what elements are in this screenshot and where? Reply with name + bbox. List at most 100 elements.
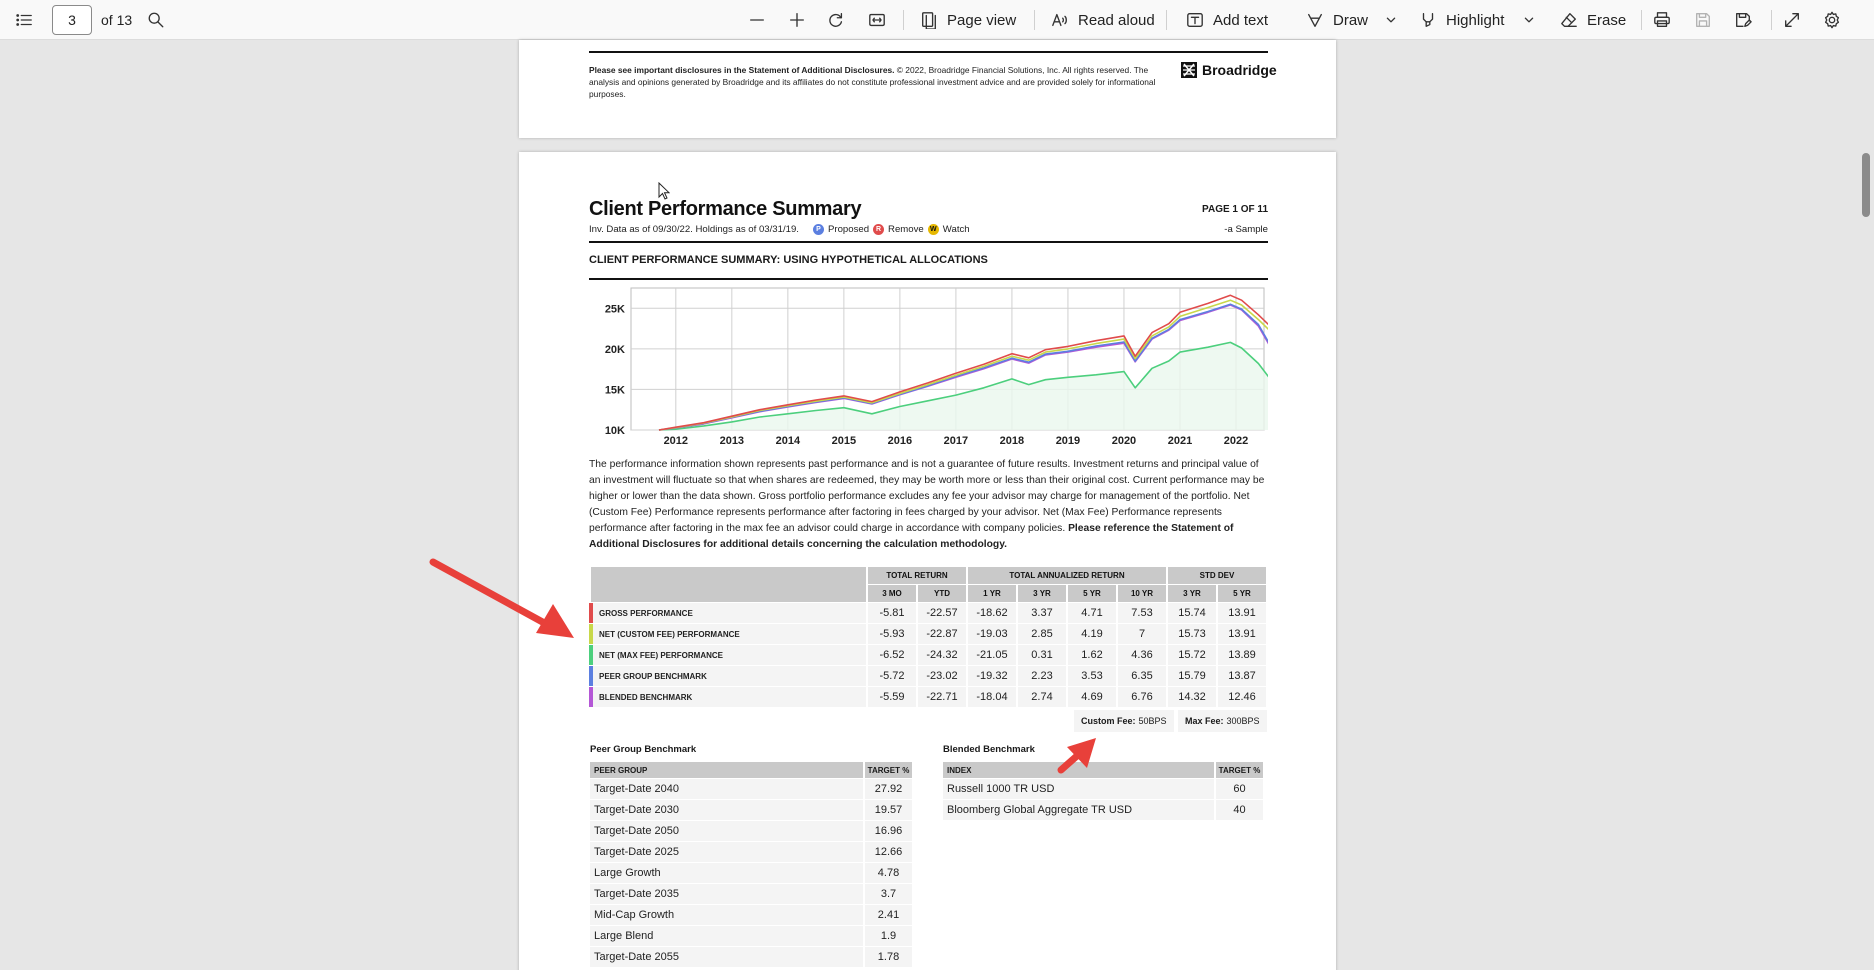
series-line-0: [658, 294, 1268, 431]
section-title: CLIENT PERFORMANCE SUMMARY: USING HYPOTH…: [589, 254, 988, 266]
table-cell: 40: [1216, 800, 1263, 820]
table-cell: 14.32: [1168, 687, 1216, 707]
table-row: Target-Date 2050 16.96: [590, 821, 912, 841]
table-cell: 15.79: [1168, 666, 1216, 686]
gear-icon: [1822, 10, 1842, 30]
peer-group-table: PEER GROUP TARGET % Target-Date 2040 27.9…: [588, 761, 914, 968]
x-tick-label: 2014: [776, 435, 801, 447]
table-cell: Target-Date 2025: [590, 842, 863, 862]
custom-fee-box: Custom Fee: 50BPS: [1074, 710, 1174, 732]
x-tick-label: 2019: [1056, 435, 1080, 447]
page-view-icon: [919, 10, 939, 30]
rotate-button[interactable]: [826, 0, 846, 40]
zoom-in-button[interactable]: [787, 0, 807, 40]
table-row: Target-Date 2040 27.92: [590, 779, 912, 799]
read-aloud-icon: [1050, 10, 1070, 30]
disclaimer-text: The performance information shown repres…: [589, 459, 1265, 534]
row-label: NET (CUSTOM FEE) PERFORMANCE: [589, 624, 866, 644]
blended-col-target: TARGET %: [1216, 762, 1263, 778]
table-header-blank: [591, 567, 866, 602]
peer-group-title: Peer Group Benchmark: [590, 744, 697, 755]
header-total-return: TOTAL RETURN: [868, 567, 966, 584]
draw-button[interactable]: Draw: [1305, 0, 1368, 40]
toolbar-divider: [1641, 10, 1642, 30]
table-cell: -5.93: [868, 624, 916, 644]
printer-icon: [1652, 10, 1672, 30]
page-view-button[interactable]: Page view: [919, 0, 1016, 40]
report-title: Client Performance Summary: [589, 198, 862, 220]
col-10yr: 10 YR: [1118, 585, 1166, 602]
find-button[interactable]: [146, 0, 166, 40]
row-label: NET (MAX FEE) PERFORMANCE: [589, 645, 866, 665]
read-aloud-button[interactable]: Read aloud: [1050, 0, 1155, 40]
page-number-input[interactable]: 3: [52, 5, 92, 35]
x-tick-label: 2013: [720, 435, 744, 447]
highlight-button[interactable]: Highlight: [1418, 0, 1504, 40]
col-std-5yr: 5 YR: [1218, 585, 1266, 602]
highlight-options-dropdown[interactable]: [1519, 0, 1539, 40]
row-label: GROSS PERFORMANCE: [589, 603, 866, 623]
col-5yr: 5 YR: [1068, 585, 1116, 602]
save-as-button[interactable]: [1733, 0, 1753, 40]
row-label-text: NET (MAX FEE) PERFORMANCE: [599, 650, 723, 660]
fit-width-button[interactable]: [867, 0, 887, 40]
col-3yr: 3 YR: [1018, 585, 1066, 602]
erase-label: Erase: [1587, 11, 1627, 29]
contents-button[interactable]: [14, 0, 34, 40]
y-tick-label: 25K: [605, 303, 625, 315]
mouse-cursor-icon: [658, 182, 670, 200]
table-cell: 15.72: [1168, 645, 1216, 665]
col-std-3yr: 3 YR: [1168, 585, 1216, 602]
row-label-text: NET (CUSTOM FEE) PERFORMANCE: [599, 629, 740, 639]
series-swatch: [589, 666, 593, 686]
chevron-down-icon: [1381, 10, 1401, 30]
table-cell: Large Growth: [590, 863, 863, 883]
table-cell: 3.37: [1018, 603, 1066, 623]
max-fee-value: 300BPS: [1226, 716, 1260, 726]
series-area-fill: [659, 342, 1268, 430]
fullscreen-button[interactable]: [1782, 0, 1802, 40]
table-row: Target-Date 2055 1.78: [590, 947, 912, 967]
zoom-out-button[interactable]: [747, 0, 767, 40]
peer-col-name: PEER GROUP: [590, 762, 863, 778]
table-cell: 6.76: [1118, 687, 1166, 707]
table-cell: 7.53: [1118, 603, 1166, 623]
series-line-1: [658, 299, 1268, 431]
add-text-button[interactable]: Add text: [1185, 0, 1268, 40]
col-1yr: 1 YR: [968, 585, 1016, 602]
chevron-down-icon: [1519, 10, 1539, 30]
pdf-page-previous: Please see important disclosures in the …: [519, 40, 1336, 138]
x-tick-label: 2020: [1112, 435, 1136, 447]
data-as-of: Inv. Data as of 09/30/22. Holdings as of…: [589, 224, 799, 235]
vertical-scrollbar-thumb[interactable]: [1862, 153, 1870, 217]
erase-button[interactable]: Erase: [1559, 0, 1626, 40]
draw-label: Draw: [1333, 11, 1369, 29]
blended-benchmark-table: INDEX TARGET % Russell 1000 TR USD 60 Bloo…: [941, 761, 1265, 821]
print-button[interactable]: [1652, 0, 1672, 40]
highlighter-icon: [1418, 10, 1438, 30]
disclaimer-bold: Please reference the Statement of Additi…: [589, 523, 1234, 550]
pdf-toolbar: 3 of 13 Page view Read aloud Add text Dr…: [0, 0, 1874, 40]
row-label-text: GROSS PERFORMANCE: [599, 608, 693, 618]
table-cell: 2.23: [1018, 666, 1066, 686]
header-std-dev: STD DEV: [1168, 567, 1266, 584]
save-button[interactable]: [1693, 0, 1713, 40]
table-cell: -24.32: [918, 645, 966, 665]
page-total: of 13: [101, 12, 133, 28]
custom-fee-label: Custom Fee:: [1081, 716, 1136, 726]
table-cell: 13.91: [1218, 603, 1266, 623]
table-cell: Large Blend: [590, 926, 863, 946]
report-page-label: PAGE 1 OF 11: [1202, 204, 1268, 215]
x-tick-label: 2021: [1168, 435, 1192, 447]
settings-button[interactable]: [1822, 0, 1842, 40]
table-row: GROSS PERFORMANCE -5.81 -22.57 -18.62 3.37 4.…: [589, 603, 1266, 623]
text-box-icon: [1185, 10, 1205, 30]
divider-rule: [589, 278, 1268, 280]
table-cell: -5.81: [868, 603, 916, 623]
draw-options-dropdown[interactable]: [1381, 0, 1401, 40]
x-tick-label: 2018: [1000, 435, 1024, 447]
col-ytd: YTD: [918, 585, 966, 602]
y-tick-label: 20K: [605, 344, 625, 356]
row-label-text: BLENDED BENCHMARK: [599, 692, 693, 702]
max-fee-box: Max Fee: 300BPS: [1178, 710, 1267, 732]
